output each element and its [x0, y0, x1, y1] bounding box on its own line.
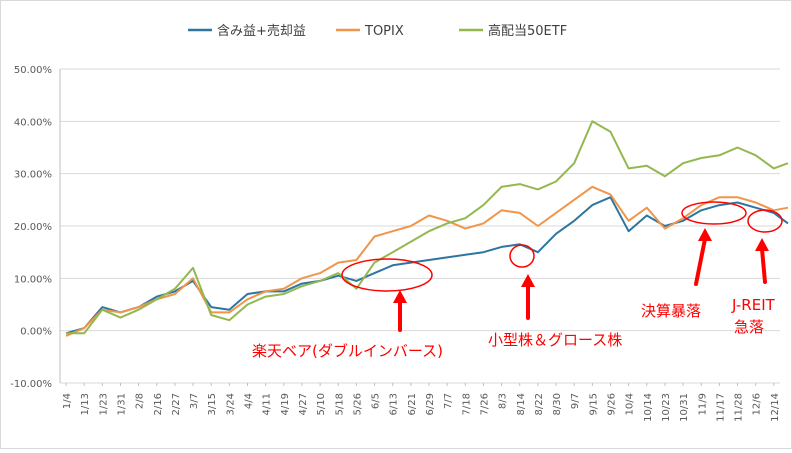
x-tick-label: 5/10 [316, 393, 327, 415]
x-tick-label: 1/31 [116, 393, 127, 415]
x-tick-label: 11/28 [734, 393, 745, 422]
x-tick-label: 1/4 [62, 393, 73, 409]
y-tick-label: 0.00% [20, 327, 52, 338]
x-tick-label: 4/4 [244, 393, 255, 409]
x-tick-label: 10/31 [679, 393, 690, 422]
legend-label: 高配当50ETF [488, 23, 567, 39]
series-line [65, 185, 789, 337]
x-tick-label: 8/3 [498, 393, 509, 409]
annotation-ellipse [747, 209, 783, 233]
x-tick-label: 12/6 [752, 393, 763, 415]
x-tick-label: 9/26 [607, 393, 618, 415]
annotation-label: J-REIT [731, 296, 776, 314]
annotation-arrowhead [698, 228, 712, 241]
x-tick-label: 6/21 [407, 393, 418, 415]
x-tick-label: 2/27 [171, 393, 182, 415]
x-tick-label: 12/14 [770, 393, 781, 422]
x-tick-label: 5/26 [352, 393, 363, 415]
x-tick-label: 6/13 [389, 393, 400, 415]
x-tick-label: 2/8 [135, 393, 146, 409]
y-tick-label: 50.00% [14, 65, 52, 76]
series-line [66, 120, 789, 335]
y-tick-label: 30.00% [14, 170, 52, 181]
x-tick-label: 11/9 [697, 393, 708, 415]
x-tick-label: 4/11 [262, 393, 273, 415]
annotation-ellipse [341, 258, 433, 292]
x-tick-label: 10/23 [661, 393, 672, 422]
annotation-arrowhead [755, 238, 769, 251]
x-tick-label: 6/5 [371, 393, 382, 409]
x-tick-label: 9/15 [588, 393, 599, 415]
x-tick-label: 10/14 [643, 393, 654, 422]
x-tick-label: 11/17 [715, 393, 726, 422]
x-tick-label: 8/14 [516, 393, 527, 415]
annotation-label: 楽天ベア(ダブルインバース) [252, 342, 443, 360]
x-tick-label: 2/16 [153, 393, 164, 415]
y-tick-label: 40.00% [14, 117, 52, 128]
x-tick-label: 7/7 [443, 393, 454, 409]
x-tick-label: 9/7 [570, 393, 581, 409]
x-tick-label: 8/30 [552, 393, 563, 415]
annotation-arrowhead [521, 274, 535, 287]
legend-label: TOPIX [364, 24, 404, 39]
annotation-label: 決算暴落 [641, 302, 701, 320]
x-tick-label: 5/18 [334, 393, 345, 415]
x-tick-label: 1/13 [80, 393, 91, 415]
annotation-arrow [694, 237, 707, 286]
y-tick-label: -10.00% [10, 379, 52, 390]
x-tick-label: 6/29 [425, 393, 436, 415]
x-tick-label: 7/18 [461, 393, 472, 415]
y-tick-label: 10.00% [14, 274, 52, 285]
annotation-arrow [760, 247, 767, 284]
x-tick-label: 7/26 [479, 393, 490, 415]
annotation-arrowhead [393, 290, 407, 303]
annotation-ellipse [509, 244, 535, 268]
y-tick-label: 20.00% [14, 222, 52, 233]
x-tick-label: 8/22 [534, 393, 545, 415]
annotation-label: 小型株＆グロース株 [488, 331, 622, 349]
x-tick-label: 3/24 [225, 393, 236, 415]
x-tick-label: 10/4 [625, 393, 636, 415]
legend-label: 含み益+売却益 [217, 23, 306, 39]
x-tick-label: 4/27 [298, 393, 309, 415]
x-tick-label: 4/19 [280, 393, 291, 415]
annotation-ellipse [681, 201, 747, 225]
annotation-label: 急落 [734, 318, 764, 336]
x-tick-label: 3/15 [207, 393, 218, 415]
x-tick-label: 1/23 [98, 393, 109, 415]
x-tick-label: 3/7 [189, 393, 200, 409]
